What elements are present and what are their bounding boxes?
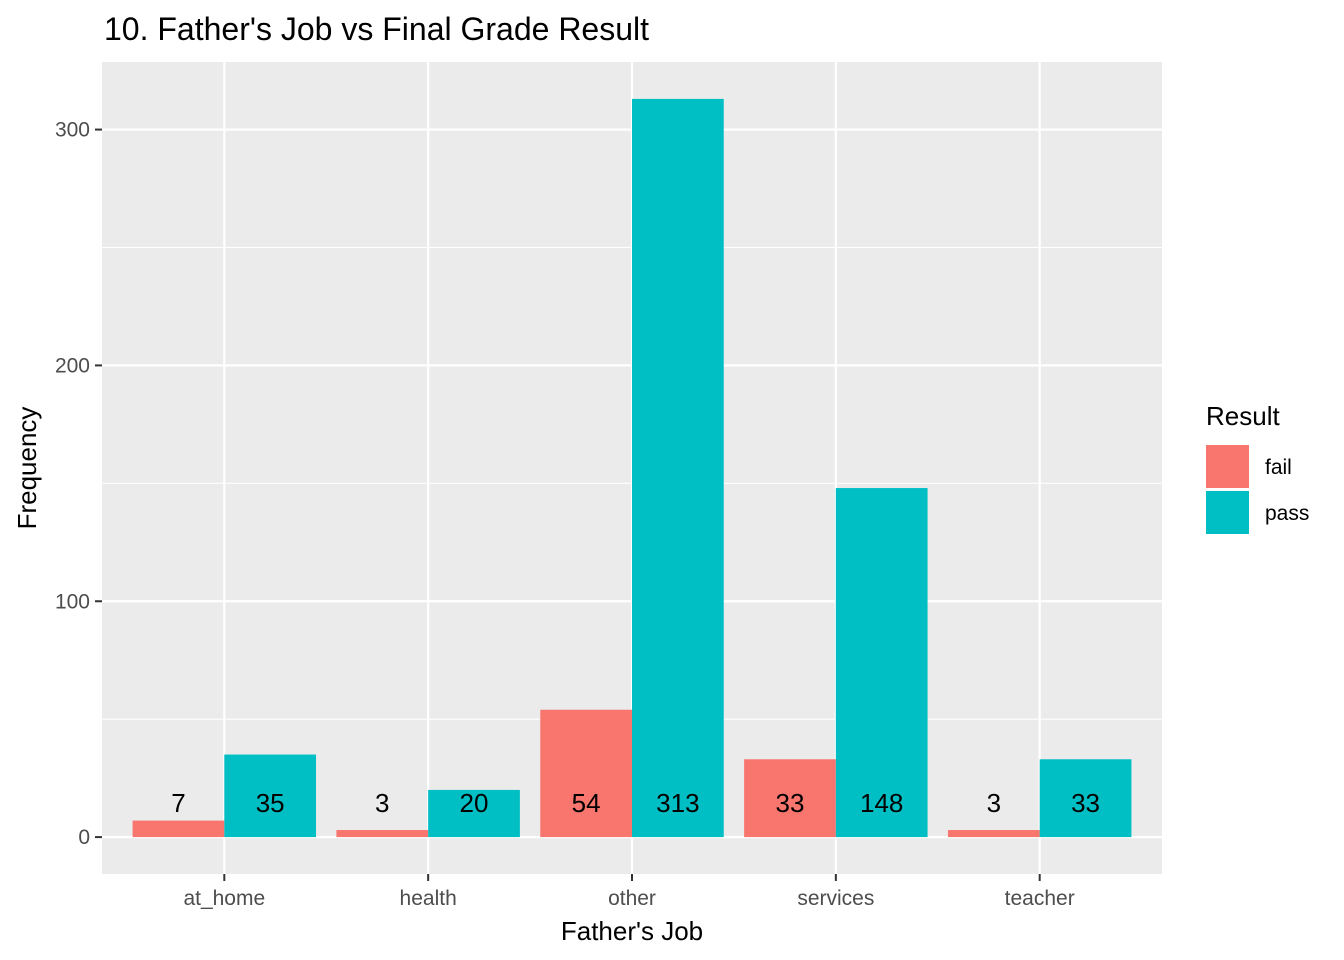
bar-pass-health (428, 789, 520, 838)
x-tick-label: teacher (1005, 887, 1075, 910)
data-label: 35 (256, 788, 285, 818)
legend-label-pass: pass (1265, 502, 1309, 525)
x-tick-label: health (400, 887, 457, 910)
y-tick-label: 300 (55, 119, 90, 142)
bar-pass-other (632, 98, 724, 838)
data-label: 54 (572, 788, 601, 818)
y-tick-label: 200 (55, 354, 90, 377)
bar-fail-at_home (132, 820, 225, 838)
bar-fail-services (744, 759, 836, 838)
x-axis: at_home health other services teacher (183, 874, 1075, 910)
bar-pass-teacher (1039, 759, 1132, 838)
chart-title: 10. Father's Job vs Final Grade Result (104, 11, 649, 47)
x-axis-title: Father's Job (561, 916, 703, 946)
bar-pass-services (835, 488, 928, 838)
data-label: 33 (776, 788, 805, 818)
data-label: 148 (860, 788, 903, 818)
bar-fail-health (336, 830, 429, 838)
x-tick-label: other (608, 887, 656, 910)
data-label: 33 (1071, 788, 1100, 818)
data-labels: 7 3 54 33 335 20 313 148 33 (171, 788, 1100, 818)
data-label: 3 (375, 788, 389, 818)
legend-key-pass (1206, 491, 1249, 534)
data-label: 3 (987, 788, 1001, 818)
y-axis: 0 100 200 300 (55, 119, 102, 849)
bars (132, 98, 1132, 838)
x-tick-label: services (797, 887, 874, 910)
bar-fail-teacher (947, 830, 1040, 838)
legend-key-fail (1206, 445, 1249, 488)
y-axis-title: Frequency (12, 407, 42, 530)
legend-label-fail: fail (1265, 456, 1292, 479)
x-tick-label: at_home (183, 887, 265, 910)
data-label: 313 (656, 788, 699, 818)
bar-pass-at_home (224, 754, 317, 838)
y-tick-label: 0 (78, 826, 90, 849)
y-tick-label: 100 (55, 590, 90, 613)
bar-fail-other (540, 709, 632, 838)
legend-title: Result (1206, 401, 1280, 431)
data-label: 7 (171, 788, 185, 818)
data-label: 20 (460, 788, 489, 818)
legend: Result fail pass (1206, 401, 1309, 534)
